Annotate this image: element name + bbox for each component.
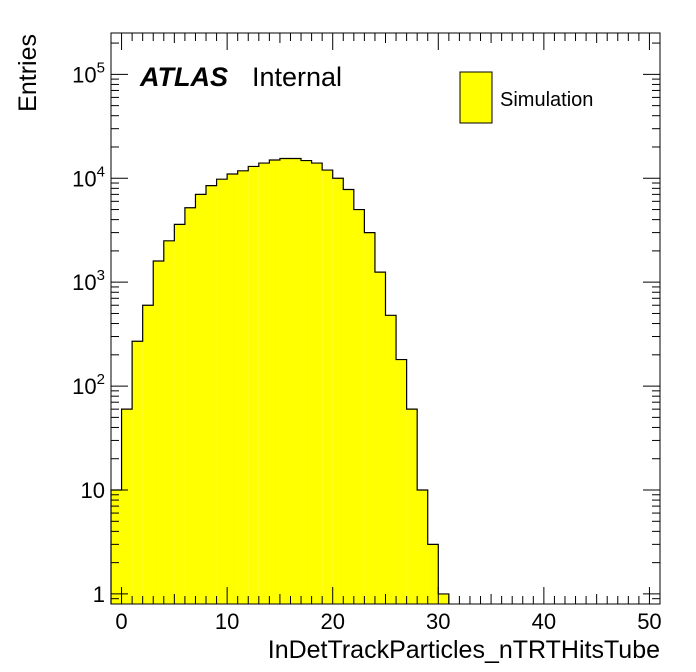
x-tick-label: 20: [320, 609, 344, 634]
histogram-bar: [216, 179, 228, 604]
histogram-bar: [290, 158, 302, 604]
histogram-outline: [110, 157, 450, 604]
y-tick-label: 1: [93, 582, 105, 607]
histogram-bar: [121, 409, 133, 604]
histogram-bar: [332, 178, 344, 604]
legend-swatch-simulation: [459, 71, 493, 124]
histogram-bars: [110, 157, 450, 605]
axis-ticks: [110, 33, 661, 605]
y-tick-label: 105: [72, 59, 105, 87]
x-tick-label: 50: [637, 609, 661, 634]
histogram-bar: [111, 490, 122, 604]
histogram-bar: [301, 160, 312, 605]
histogram-bar: [353, 209, 365, 604]
histogram-bar: [184, 207, 196, 604]
histogram-bar: [174, 224, 185, 605]
y-tick-label: 104: [72, 163, 105, 191]
histogram-bar: [406, 409, 418, 604]
histogram-bar: [417, 490, 428, 604]
histogram-bar: [258, 163, 270, 604]
x-tick-label: 0: [115, 609, 127, 634]
y-axis-title: Entries: [14, 34, 42, 112]
histogram-bar: [206, 185, 217, 604]
x-tick-label: 30: [426, 609, 450, 634]
histogram-bar: [269, 159, 280, 605]
legend: Simulation: [459, 71, 593, 124]
histogram-bar: [153, 260, 164, 604]
histogram-bar: [396, 359, 407, 604]
histogram-bar: [311, 163, 323, 604]
histogram-bar: [427, 544, 439, 604]
histogram-bar: [142, 305, 154, 604]
histogram-bar: [438, 593, 449, 604]
histogram-bar: [343, 189, 354, 604]
histogram-bar: [364, 232, 375, 604]
histogram-bar: [322, 170, 333, 604]
histogram-bar: [237, 170, 249, 604]
histogram-bar: [279, 158, 291, 604]
y-tick-label: 10: [81, 478, 105, 503]
histogram-bar: [374, 272, 386, 604]
histogram-bar: [195, 194, 207, 604]
x-tick-label: 10: [215, 609, 239, 634]
atlas-label: ATLAS: [139, 62, 228, 92]
histogram-bar: [132, 341, 143, 604]
histogram-bar: [227, 173, 238, 604]
histogram-bar: [163, 240, 175, 604]
x-axis-title: InDetTrackParticles_nTRTHitsTube: [268, 636, 660, 664]
histogram-bar: [385, 315, 397, 604]
y-tick-label: 102: [72, 371, 105, 399]
y-tick-label: 103: [72, 267, 105, 295]
histogram-bar: [248, 166, 259, 605]
legend-label-simulation: Simulation: [500, 89, 593, 111]
plot-frame: [110, 32, 661, 605]
tick-labels: 0 10 20 30 40 50 1 10 102 103 104 105: [72, 59, 662, 634]
internal-label: Internal: [252, 62, 342, 92]
x-tick-label: 40: [532, 609, 556, 634]
